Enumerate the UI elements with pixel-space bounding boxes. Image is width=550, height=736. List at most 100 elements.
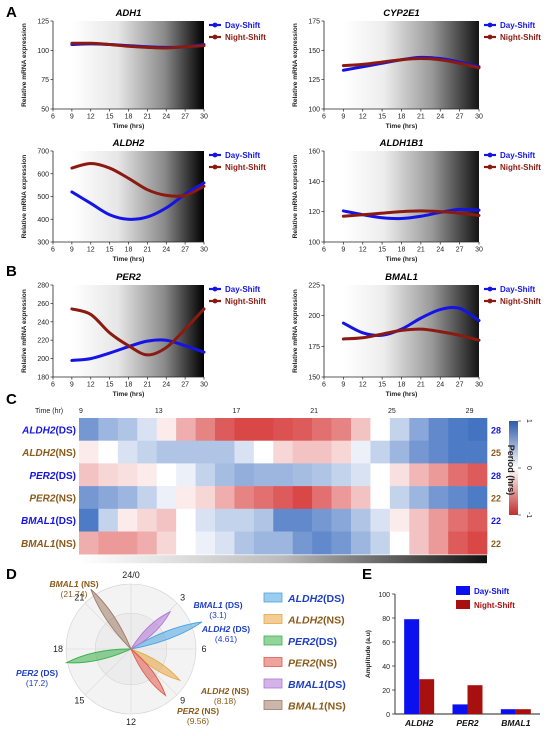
heatmap-cell [117, 463, 138, 487]
heatmap-cell [137, 531, 158, 555]
heatmap-cell [176, 463, 196, 487]
legend-marker [212, 164, 218, 170]
lineplot-cyp2e1: 6 9 12 15 18 21 24 27 30 100 125 150 175 CYP2E1 Time (… [292, 8, 541, 130]
heatmap-cell [98, 418, 119, 441]
heatmap-cell [98, 486, 119, 510]
heatmap-cell [176, 486, 196, 510]
x-tick-label: 21 [143, 382, 151, 389]
heatmap-cell [156, 531, 177, 555]
heatmap-cell [351, 418, 371, 441]
heatmap-x-tick: 29 [466, 408, 474, 415]
polar-tick-label: 3 [180, 592, 185, 602]
y-tick-label: 125 [37, 19, 49, 26]
heatmap-cell [176, 418, 196, 441]
heatmap-cell [273, 531, 294, 555]
heatmap-cell [176, 531, 196, 555]
polar-tick-label: 24/0 [122, 570, 140, 580]
y-axis-label: Relative mRNA expression [21, 23, 28, 107]
legend-label: ALDH2(DS) [287, 593, 345, 605]
polar-legend-item: ALDH2(DS) [263, 592, 345, 605]
heatmap-cell [331, 463, 352, 487]
x-tick-label: 30 [200, 114, 208, 121]
heatmap-cell [79, 440, 99, 464]
polar-peak-name: PER2 (DS) [16, 668, 58, 678]
legend-marker [212, 22, 218, 28]
heatmap-cell [312, 486, 332, 510]
x-tick-label: 24 [162, 382, 170, 389]
polar-peak-value: (17.2) [26, 678, 48, 688]
heatmap-cell [234, 531, 255, 555]
x-tick-label: 9 [70, 114, 74, 121]
legend-marker [487, 152, 493, 158]
plot-background [71, 21, 204, 109]
bar-night-shift [467, 685, 483, 714]
heatmap-cell [389, 531, 410, 555]
x-tick-label: 15 [378, 114, 386, 121]
y-tick-label: 60 [382, 640, 390, 647]
legend-label: Night-Shift [225, 33, 266, 42]
polar-spoke [84, 648, 132, 696]
x-tick-label: 6 [51, 114, 55, 121]
polar-legend-item: PER2(DS) [263, 635, 337, 648]
x-tick-label: 9 [70, 382, 74, 389]
colorbar [509, 421, 518, 515]
heatmap-cell [428, 440, 449, 464]
polar-peak-label: PER2 (DS)(17.2) [16, 668, 58, 688]
series-line-day-shift [70, 338, 206, 362]
legend-label: Night-Shift [225, 297, 266, 306]
y-tick-label: 100 [308, 240, 320, 247]
heatmap-cell [409, 531, 430, 555]
colorbar-label: -1 [525, 512, 532, 518]
y-tick-label: 100 [37, 48, 49, 55]
heatmap-row-label: BMAL1(DS) [21, 516, 76, 527]
heatmap-period-value: 22 [491, 516, 501, 526]
heatmap-cell [176, 440, 196, 464]
heatmap-cell [428, 508, 449, 532]
heatmap-cell [253, 418, 274, 441]
heatmap-cell [117, 418, 138, 441]
y-axis-label: Amplitude (a.u) [365, 630, 372, 678]
legend-swatch [263, 700, 283, 710]
heatmap-cell [156, 463, 177, 487]
y-tick-label: 175 [308, 344, 320, 351]
legend-label: Night-Shift [500, 163, 541, 172]
heatmap-cell [351, 440, 371, 464]
legend-label: PER2(DS) [288, 636, 337, 648]
heatmap-cell [428, 463, 449, 487]
lineplot-adh1: 6 9 12 15 18 21 24 27 30 50 75 100 125 ADH1 Time (hrs)… [21, 8, 266, 130]
heatmap-x-tick: 9 [79, 408, 83, 415]
x-tick-label: 18 [398, 114, 406, 121]
lineplot-aldh2: 6 9 12 15 18 21 24 27 30 300 400 500 600 700 ALDH2 Time… [21, 138, 266, 263]
heatmap-cell [428, 418, 449, 441]
polar-peak-name: BMAL1 (NS) [49, 579, 98, 589]
x-tick-label: 6 [322, 247, 326, 254]
legend-swatch [263, 614, 283, 624]
heatmap-cell [253, 440, 274, 464]
legend-marker [487, 298, 493, 304]
heatmap-cell [448, 463, 468, 487]
polar-legend-item: BMAL1(NS) [263, 700, 346, 713]
polar-peak-label: BMAL1 (DS)(3.1) [193, 600, 242, 620]
heatmap-cell [273, 486, 294, 510]
heatmap-cell [234, 418, 255, 441]
heatmap-cell [137, 418, 158, 441]
heatmap-cell [351, 486, 371, 510]
heatmap-cell [370, 508, 391, 532]
plot-title: PER2 [116, 272, 142, 283]
panel-label-d: D [6, 566, 17, 583]
x-category-label: PER2 [456, 718, 478, 728]
polar-peak-label: BMAL1 (NS)(21.74) [49, 579, 98, 599]
x-tick-label: 12 [87, 114, 95, 121]
heatmap-cell [389, 440, 410, 464]
polar-petal [90, 588, 132, 650]
y-tick-label: 140 [308, 179, 320, 186]
y-tick-label: 240 [37, 319, 49, 326]
legend-label: Night-Shift [474, 601, 515, 610]
legend-label: Day-Shift [500, 21, 535, 30]
x-tick-label: 12 [87, 247, 95, 254]
polar-tick-label: 18 [53, 644, 63, 654]
y-tick-label: 220 [37, 338, 49, 345]
heatmap-cell [156, 440, 177, 464]
heatmap-cell [292, 486, 313, 510]
